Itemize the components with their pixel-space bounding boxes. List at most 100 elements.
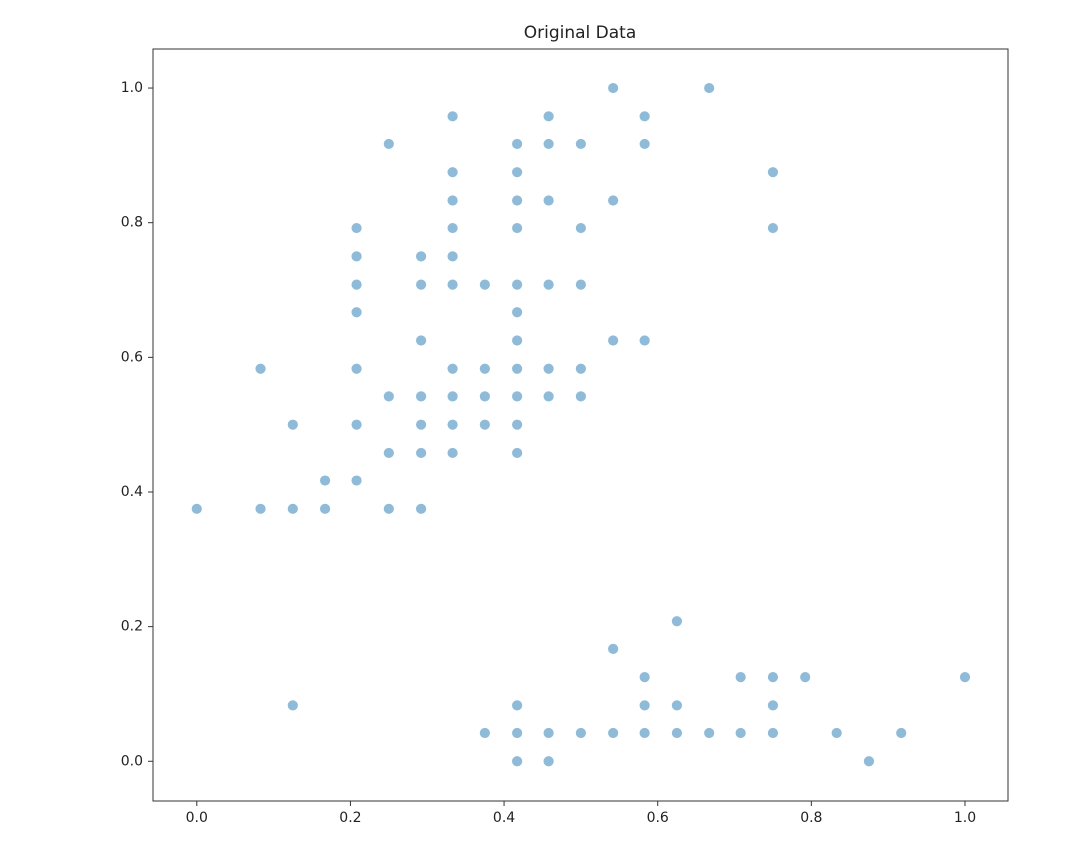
y-tick-label: 0.6 [121,349,143,365]
point [446,447,459,459]
y-tick-label: 0.0 [121,753,143,769]
point [286,699,299,712]
y-tick-label: 0.8 [121,215,143,231]
point [254,502,267,515]
point [542,194,555,207]
point [703,82,716,94]
point [863,755,875,768]
x-tick-label: 0.6 [647,810,669,826]
point [446,390,459,403]
point [446,278,459,291]
point [350,222,363,234]
point [542,362,555,375]
x-tick-label: 0.8 [800,810,822,826]
point [542,278,555,291]
point [319,474,331,487]
point [767,222,779,234]
point [767,166,779,179]
point [511,755,524,768]
point [511,222,524,234]
point [542,727,555,739]
point [767,727,779,739]
x-tick-label: 1.0 [954,810,976,826]
point [415,334,427,347]
point [799,671,812,684]
point [350,362,363,375]
point [319,502,331,515]
point [350,278,363,291]
y-tick-label: 1.0 [121,80,143,96]
point [478,362,491,375]
point [607,334,620,347]
plot-frame [152,48,1009,802]
point [671,727,683,739]
point [511,447,524,459]
point [830,727,843,739]
point [478,418,491,431]
point [382,447,395,459]
point [959,671,971,684]
point [446,110,459,123]
point [511,306,524,319]
point [734,727,747,739]
point [511,138,524,150]
point [638,138,651,150]
point [415,447,427,459]
point [638,727,651,739]
point [767,699,779,712]
point [478,727,491,739]
point [478,278,491,291]
point [286,418,299,431]
point [350,250,363,263]
point [671,615,683,628]
point [607,82,620,94]
point [607,642,620,655]
y-tick-label: 0.2 [121,619,143,635]
point [542,110,555,123]
point [511,727,524,739]
x-tick-label: 0.4 [493,810,515,826]
point [382,502,395,515]
y-tick-label: 0.4 [121,484,143,500]
point [511,334,524,347]
point [511,362,524,375]
point [671,699,683,712]
point [350,474,363,487]
point [542,755,555,768]
point [638,110,651,123]
point [703,727,716,739]
point [511,166,524,179]
point [638,699,651,712]
point [446,166,459,179]
point [446,194,459,207]
point [446,250,459,263]
point [415,278,427,291]
point [190,502,203,515]
point [415,390,427,403]
point [542,138,555,150]
point [478,390,491,403]
point [574,222,587,234]
point [734,671,747,684]
point [415,502,427,515]
point [574,362,587,375]
point [895,727,908,739]
point [574,390,587,403]
point [415,418,427,431]
point [767,671,779,684]
point [382,138,395,150]
point [511,278,524,291]
point [446,418,459,431]
point [638,334,651,347]
chart-title: Original Data [524,23,637,43]
x-tick-label: 0.2 [339,810,361,826]
point [511,699,524,712]
point [607,727,620,739]
point [574,727,587,739]
point [254,362,267,375]
point [446,362,459,375]
point [607,194,620,207]
point [350,306,363,319]
